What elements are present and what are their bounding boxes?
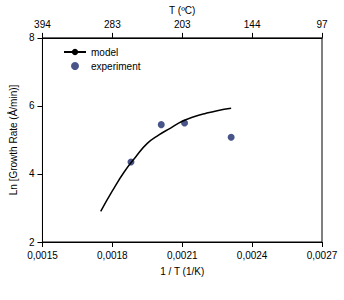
svg-text:97: 97	[316, 19, 328, 30]
svg-text:144: 144	[244, 19, 261, 30]
svg-text:experiment: experiment	[91, 61, 141, 72]
svg-text:8: 8	[29, 32, 35, 43]
svg-text:0,0027: 0,0027	[307, 250, 338, 261]
svg-text:1 / T (1/K): 1 / T (1/K)	[160, 266, 204, 277]
svg-text:model: model	[91, 47, 118, 58]
svg-text:283: 283	[104, 19, 121, 30]
svg-text:394: 394	[34, 19, 51, 30]
svg-text:0,0021: 0,0021	[167, 250, 198, 261]
svg-text:0,0015: 0,0015	[27, 250, 58, 261]
svg-text:203: 203	[174, 19, 191, 30]
svg-text:0,0024: 0,0024	[237, 250, 268, 261]
svg-text:Ln [Growth Rate (Å/min)]: Ln [Growth Rate (Å/min)]	[7, 84, 19, 195]
svg-text:T (ºC): T (ºC)	[169, 5, 195, 16]
svg-text:6: 6	[29, 100, 35, 111]
svg-text:0,0018: 0,0018	[97, 250, 128, 261]
svg-text:2: 2	[29, 237, 35, 248]
svg-text:4: 4	[29, 168, 35, 179]
